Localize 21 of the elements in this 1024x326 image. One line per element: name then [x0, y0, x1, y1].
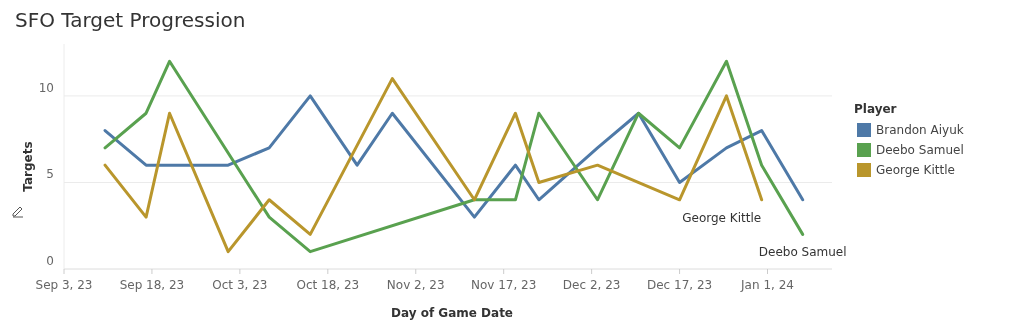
y-tick-label: 5	[46, 167, 54, 182]
y-axis-title: Targets	[21, 141, 35, 192]
annotation: George Kittle	[682, 210, 762, 225]
x-tick-label: Nov 17, 23	[470, 278, 537, 292]
legend-label: Deebo Samuel	[876, 143, 964, 157]
x-tick-label: Oct 18, 23	[296, 278, 360, 292]
legend-label: George Kittle	[876, 163, 955, 177]
annotation: Deebo Samuel	[758, 245, 847, 260]
x-tick-label: Nov 2, 23	[386, 278, 445, 292]
x-tick-label: Dec 2, 23	[562, 278, 621, 292]
legend-title: Player	[854, 102, 897, 116]
x-tick-label: Dec 17, 23	[646, 278, 713, 292]
x-tick-label: Sep 18, 23	[119, 278, 185, 292]
legend-label: Brandon Aiyuk	[876, 123, 964, 137]
x-tick-label: Oct 3, 23	[212, 278, 268, 292]
x-tick-label: Jan 1, 24	[740, 278, 794, 292]
x-tick-label: Sep 3, 23	[35, 278, 93, 292]
y-tick-label: 0	[46, 254, 54, 268]
x-axis-title: Day of Game Date	[390, 306, 514, 320]
y-tick-label: 10	[38, 80, 54, 95]
chart-title: SFO Target Progression	[15, 8, 246, 32]
